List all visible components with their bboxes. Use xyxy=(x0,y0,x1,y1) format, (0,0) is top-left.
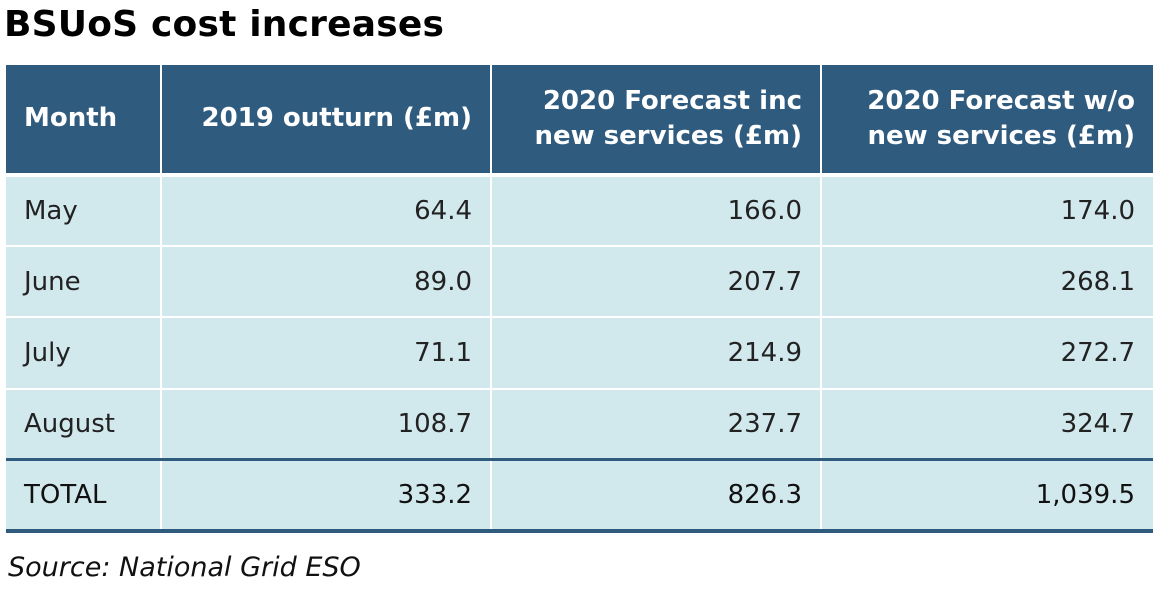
total-2019-outturn: 333.2 xyxy=(160,458,492,534)
cell-2020-forecast-inc: 166.0 xyxy=(490,172,822,247)
cell-2020-forecast-wo: 174.0 xyxy=(820,172,1153,247)
page-title: BSUoS cost increases xyxy=(4,4,445,45)
cell-2020-forecast-inc: 214.9 xyxy=(490,316,822,389)
cell-month: July xyxy=(6,316,162,389)
table-row: August 108.7 237.7 324.7 xyxy=(6,387,1153,460)
header-2020-forecast-inc: 2020 Forecast inc new services (£m) xyxy=(490,65,822,175)
source-note: Source: National Grid ESO xyxy=(8,552,361,583)
total-2020-forecast-inc: 826.3 xyxy=(490,458,822,534)
cell-2019-outturn: 71.1 xyxy=(160,316,492,389)
cell-2019-outturn: 64.4 xyxy=(160,172,492,247)
cell-month: August xyxy=(6,387,162,460)
table-row: May 64.4 166.0 174.0 xyxy=(6,172,1153,247)
cell-2020-forecast-inc: 207.7 xyxy=(490,245,822,318)
header-2020-forecast-wo: 2020 Forecast w/o new services (£m) xyxy=(820,65,1153,175)
table-row: July 71.1 214.9 272.7 xyxy=(6,316,1153,389)
cell-month: June xyxy=(6,245,162,318)
table-row: June 89.0 207.7 268.1 xyxy=(6,245,1153,318)
cell-2019-outturn: 89.0 xyxy=(160,245,492,318)
cell-2020-forecast-wo: 272.7 xyxy=(820,316,1153,389)
cost-table-container: Month 2019 outturn (£m) 2020 Forecast in… xyxy=(6,65,1153,534)
cell-2020-forecast-inc: 237.7 xyxy=(490,387,822,460)
cell-2019-outturn: 108.7 xyxy=(160,387,492,460)
header-month: Month xyxy=(6,65,162,175)
header-2019-outturn: 2019 outturn (£m) xyxy=(160,65,492,175)
cell-2020-forecast-wo: 268.1 xyxy=(820,245,1153,318)
cell-month: May xyxy=(6,172,162,247)
total-label: TOTAL xyxy=(6,458,162,534)
cost-table: Month 2019 outturn (£m) 2020 Forecast in… xyxy=(6,65,1153,534)
table-header-row: Month 2019 outturn (£m) 2020 Forecast in… xyxy=(6,65,1153,175)
table-total-row: TOTAL 333.2 826.3 1,039.5 xyxy=(6,458,1153,534)
cell-2020-forecast-wo: 324.7 xyxy=(820,387,1153,460)
total-2020-forecast-wo: 1,039.5 xyxy=(820,458,1153,534)
